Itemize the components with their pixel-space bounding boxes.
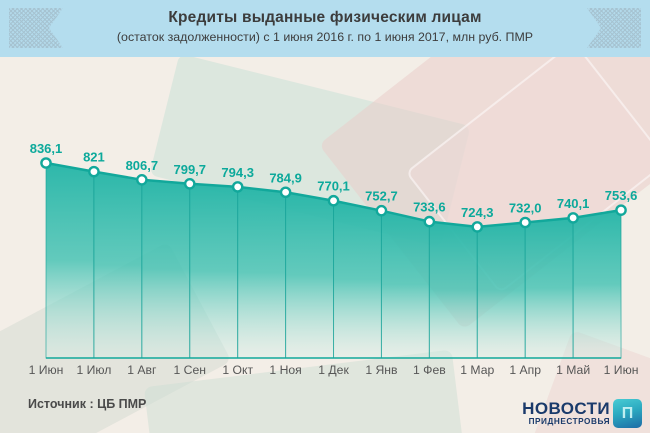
x-axis-label: 1 Апр bbox=[509, 363, 541, 377]
chart-segment bbox=[285, 191, 335, 359]
logo-text: НОВОСТИ ПРИДНЕСТРОВЬЯ bbox=[522, 400, 610, 426]
data-point-marker bbox=[615, 204, 627, 216]
value-label: 770,1 bbox=[317, 179, 350, 194]
value-label: 794,3 bbox=[221, 165, 254, 180]
data-point-marker bbox=[375, 204, 388, 217]
x-axis-label: 1 Дек bbox=[318, 363, 349, 377]
value-label: 806,7 bbox=[126, 158, 159, 173]
x-axis-label: 1 Июн bbox=[29, 363, 64, 377]
data-point-marker bbox=[471, 221, 484, 233]
chart-segment bbox=[45, 162, 95, 359]
x-axis-label: 1 Авг bbox=[127, 363, 157, 377]
x-axis-label: 1 Фев bbox=[413, 363, 446, 377]
source-label: Источник : ЦБ ПМР bbox=[28, 397, 147, 411]
value-label: 784,9 bbox=[269, 170, 302, 185]
logo-icon: П bbox=[613, 399, 642, 428]
value-label: 836,1 bbox=[30, 141, 63, 156]
value-label: 752,7 bbox=[365, 189, 398, 204]
data-point-marker bbox=[183, 178, 196, 190]
x-axis-label: 1 Окт bbox=[222, 363, 253, 377]
value-label: 821 bbox=[83, 150, 105, 165]
data-point-marker bbox=[231, 181, 244, 193]
x-axis-label: 1 Май bbox=[556, 363, 590, 377]
x-axis-label: 1 Сен bbox=[174, 363, 206, 377]
data-point-marker bbox=[136, 174, 148, 186]
data-point-marker bbox=[279, 186, 292, 199]
chart-segment bbox=[572, 209, 622, 359]
data-point-marker bbox=[40, 157, 52, 169]
chart-segment bbox=[189, 183, 239, 359]
data-point-marker bbox=[88, 165, 100, 178]
data-point-marker bbox=[567, 212, 579, 224]
data-point-marker bbox=[519, 216, 532, 229]
ribbon-left-icon bbox=[9, 8, 63, 48]
x-axis-label: 1 Мар bbox=[460, 363, 494, 377]
value-label: 732,0 bbox=[509, 201, 542, 216]
value-label: 799,7 bbox=[173, 162, 206, 177]
chart-segment bbox=[524, 217, 574, 359]
x-axis-label: 1 Июн bbox=[604, 363, 639, 377]
chart-segment bbox=[333, 200, 382, 359]
logo-icon-glyph: П bbox=[621, 404, 634, 422]
chart-segment bbox=[476, 221, 526, 359]
chart-segment bbox=[237, 186, 287, 359]
logo-title: НОВОСТИ bbox=[522, 399, 610, 419]
value-label: 724,3 bbox=[461, 205, 494, 220]
chart-segment bbox=[141, 179, 191, 359]
chart-subtitle: (остаток задолженности) с 1 июня 2016 г.… bbox=[116, 30, 534, 44]
header-banner: Кредиты выданные физическим лицам (остат… bbox=[0, 0, 650, 57]
chart-segment bbox=[428, 221, 478, 359]
value-label: 740,1 bbox=[557, 196, 590, 211]
x-axis-label: 1 Янв bbox=[365, 363, 397, 377]
ribbon-right-icon bbox=[587, 8, 641, 48]
logo-subtitle: ПРИДНЕСТРОВЬЯ bbox=[528, 417, 610, 427]
chart-segment bbox=[93, 171, 143, 359]
data-point-marker bbox=[423, 215, 436, 228]
news-pridnestrovya-logo: НОВОСТИ ПРИДНЕСТРОВЬЯ П bbox=[522, 399, 642, 428]
value-label: 733,6 bbox=[413, 200, 446, 215]
x-axis-label: 1 Ноя bbox=[269, 363, 301, 377]
chart-segment bbox=[380, 210, 430, 359]
x-axis-label: 1 Июл bbox=[76, 363, 111, 377]
chart-title: Кредиты выданные физическим лицам bbox=[168, 9, 482, 26]
value-label: 753,6 bbox=[605, 188, 638, 203]
data-point-marker bbox=[327, 194, 340, 207]
